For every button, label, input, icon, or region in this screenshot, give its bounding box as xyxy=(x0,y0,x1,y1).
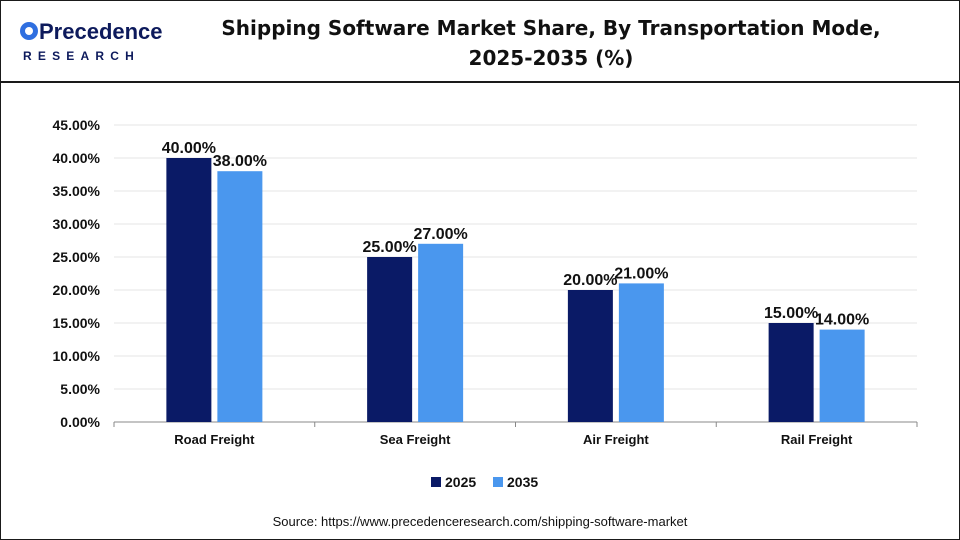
legend-label: 2025 xyxy=(445,474,476,490)
legend-label: 2035 xyxy=(507,474,538,490)
data-label: 14.00% xyxy=(815,312,869,329)
source-note: Source: https://www.precedenceresearch.c… xyxy=(272,514,688,529)
y-tick-label: 20.00% xyxy=(53,282,101,298)
y-tick-label: 10.00% xyxy=(53,348,101,364)
y-tick-label: 40.00% xyxy=(53,150,101,166)
logo-text-top: Precedence xyxy=(39,19,163,44)
bar-2035-sea-freight xyxy=(418,243,464,422)
bar-chart: 0.00% 5.00% 10.00% 15.00% 20.00% 25.00% 30.00%… xyxy=(53,117,918,490)
x-tick-label: Sea Freight xyxy=(380,432,451,447)
x-tick-label: Road Freight xyxy=(174,432,255,447)
data-label: 27.00% xyxy=(413,226,467,243)
y-tick-label: 0.00% xyxy=(60,414,100,430)
bar-2025-air-freight xyxy=(567,290,613,422)
y-tick-label: 15.00% xyxy=(53,315,101,331)
chart-title-line1: Shipping Software Market Share, By Trans… xyxy=(221,16,881,40)
data-label: 38.00% xyxy=(213,153,267,170)
y-tick-label: 45.00% xyxy=(53,117,101,133)
chart-title-line2: 2025-2035 (%) xyxy=(468,46,634,70)
bar-2025-rail-freight xyxy=(768,323,814,422)
legend-swatch-2035 xyxy=(493,477,503,487)
bar-2035-rail-freight xyxy=(819,329,865,422)
bar-2035-air-freight xyxy=(618,283,664,422)
header: Precedence RESEARCH Shipping Software Ma… xyxy=(1,1,959,83)
chart-title: Shipping Software Market Share, By Trans… xyxy=(181,13,921,73)
logo-text-bottom: RESEARCH xyxy=(23,49,140,63)
y-tick-label: 5.00% xyxy=(60,381,100,397)
y-tick-label: 25.00% xyxy=(53,249,101,265)
bar-2035-road-freight xyxy=(217,171,263,422)
brand-logo: Precedence RESEARCH xyxy=(20,19,163,63)
bar-2025-road-freight xyxy=(166,158,212,422)
data-label: 20.00% xyxy=(563,272,617,289)
x-tick-label: Air Freight xyxy=(583,432,649,447)
data-label: 21.00% xyxy=(614,265,668,282)
y-tick-label: 30.00% xyxy=(53,216,101,232)
legend-swatch-2025 xyxy=(431,477,441,487)
x-tick-label: Rail Freight xyxy=(781,432,853,447)
data-label: 15.00% xyxy=(764,305,818,322)
data-label: 40.00% xyxy=(162,140,216,157)
y-tick-label: 35.00% xyxy=(53,183,101,199)
data-label: 25.00% xyxy=(362,239,416,256)
bar-2025-sea-freight xyxy=(367,257,413,422)
